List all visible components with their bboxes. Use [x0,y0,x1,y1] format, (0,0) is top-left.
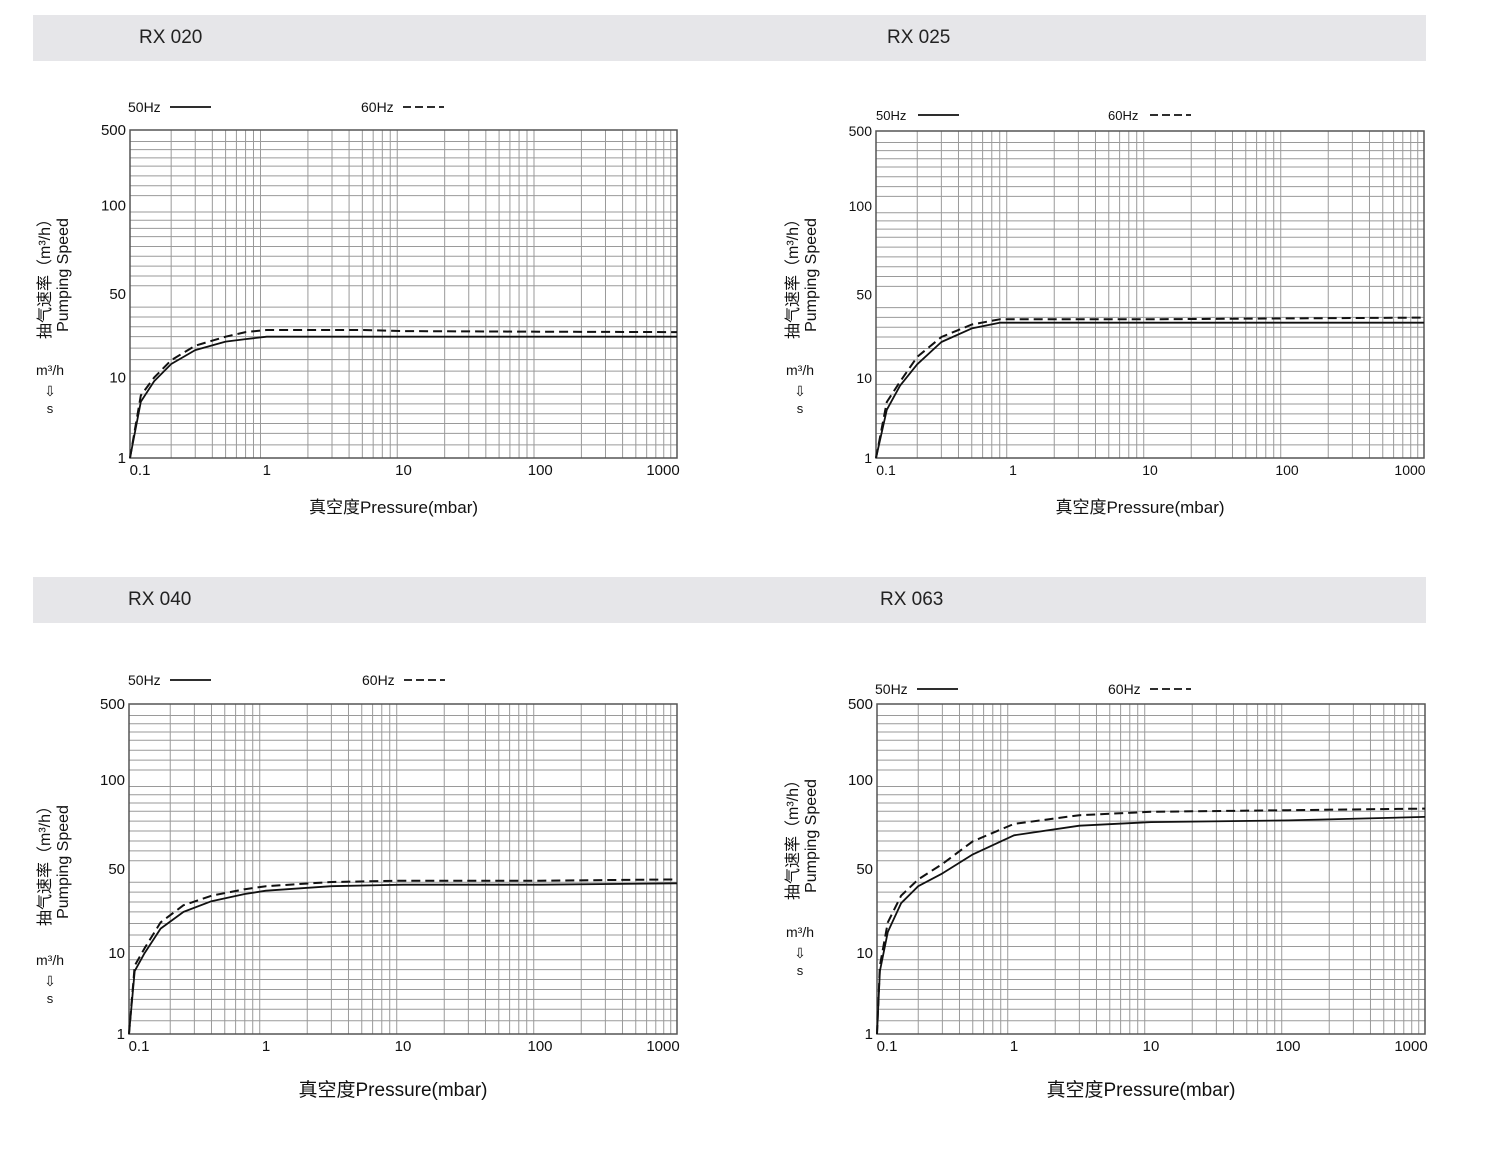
x-tick-label: 100 [527,1038,552,1055]
y-tick-label: 500 [100,696,125,713]
y-axis-label-cn: 抽气速率（m³/h） [36,211,54,339]
y-tick-label: 100 [849,198,873,214]
series-line-50hz [129,335,677,459]
unit-label-seconds: s [47,401,54,416]
y-tick-label: 50 [856,861,873,878]
model-header-band-top: RX 020 RX 025 [33,15,1426,61]
y-tick-label: 10 [856,945,873,962]
x-tick-label: 1 [262,1038,270,1055]
series-line-50hz [876,816,1426,1035]
legend-label-60hz: 60Hz [1108,108,1138,123]
grid [876,131,1424,458]
unit-arrow-icon: ⇩ [794,383,806,399]
unit-label: m³/h [36,952,64,968]
x-tick-label: 10 [395,1038,412,1055]
unit-arrow-icon: ⇩ [44,973,56,989]
y-axis-label-en: Pumping Speed [803,218,820,332]
legend-label-50hz: 50Hz [875,681,908,697]
plot-frame [876,703,1426,1035]
unit-label: m³/h [786,924,814,940]
unit-arrow-icon: ⇩ [794,945,806,961]
x-tick-label: 1000 [1394,1038,1427,1055]
legend-label-60hz: 60Hz [362,672,395,688]
x-tick-label: 100 [528,462,553,479]
model-title-rx020: RX 020 [139,27,203,48]
legend-label-60hz: 60Hz [1108,681,1141,697]
unit-label: m³/h [36,362,64,378]
x-tick-label: 0.1 [876,462,896,478]
x-tick-label: 10 [1143,1038,1160,1055]
plot-frame [129,129,678,459]
grid [129,704,677,1034]
model-title-rx040: RX 040 [128,589,192,610]
y-tick-label: 500 [848,696,873,713]
model-header-band-bottom: RX 040 RX 063 [33,577,1426,623]
model-title-rx063: RX 063 [880,589,944,610]
y-tick-label: 100 [100,772,125,789]
x-axis-label: 真空度Pressure(mbar) [1047,1079,1236,1101]
series-line-50hz [875,321,1424,459]
legend-label-60hz: 60Hz [361,99,394,115]
y-tick-label: 1 [117,1026,125,1043]
x-tick-label: 1000 [646,1038,679,1055]
grid [130,130,677,458]
y-tick-label: 500 [849,123,873,139]
series-line-50hz [128,882,678,1035]
legend-label-50hz: 50Hz [128,99,161,115]
x-tick-label: 0.1 [129,1038,150,1055]
y-axis-label-en: Pumping Speed [803,779,820,893]
plot-frame [128,703,678,1035]
x-tick-label: 0.1 [130,462,151,479]
unit-label-seconds: s [797,401,804,416]
y-axis-label-en: Pumping Speed [55,218,72,332]
x-axis-label: 真空度Pressure(mbar) [1055,498,1224,517]
unit-label: m³/h [786,362,814,378]
y-tick-label: 500 [101,122,126,139]
x-tick-label: 1 [1010,1038,1018,1055]
y-tick-label: 1 [865,1026,873,1043]
y-axis-label-cn: 抽气速率（m³/h） [784,211,802,339]
y-tick-label: 50 [108,861,125,878]
legend-label-50hz: 50Hz [128,672,161,688]
y-axis-label-cn: 抽气速率（m³/h） [36,798,54,926]
grid [877,704,1425,1034]
y-axis-label-en: Pumping Speed [55,805,72,919]
x-tick-label: 1 [1009,462,1017,478]
model-title-rx025: RX 025 [887,27,951,48]
x-tick-label: 1 [263,462,271,479]
series-line-60hz [128,878,678,1035]
x-tick-label: 0.1 [877,1038,898,1055]
y-tick-label: 100 [101,197,126,214]
y-tick-label: 1 [118,450,126,467]
y-tick-label: 10 [856,370,872,386]
y-tick-label: 50 [109,286,126,303]
x-tick-label: 1000 [1394,462,1425,478]
x-tick-label: 10 [1142,462,1158,478]
legend-label-50hz: 50Hz [876,108,906,123]
series-line-60hz [129,329,678,459]
unit-label-seconds: s [797,963,804,978]
x-tick-label: 10 [395,462,412,479]
x-tick-label: 1000 [646,462,679,479]
y-tick-label: 10 [109,370,126,387]
y-tick-label: 10 [108,945,125,962]
unit-label-seconds: s [47,991,54,1006]
y-tick-label: 100 [848,772,873,789]
x-axis-label: 真空度Pressure(mbar) [299,1079,488,1101]
y-axis-label-cn: 抽气速率（m³/h） [784,772,802,900]
x-axis-label: 真空度Pressure(mbar) [309,498,478,517]
unit-arrow-icon: ⇩ [44,383,56,399]
x-tick-label: 100 [1275,1038,1300,1055]
series-line-60hz [876,807,1426,1035]
y-tick-label: 1 [864,450,872,466]
x-tick-label: 100 [1275,462,1299,478]
plot-frame [875,130,1425,459]
y-tick-label: 50 [856,287,872,303]
series-line-60hz [875,316,1425,459]
